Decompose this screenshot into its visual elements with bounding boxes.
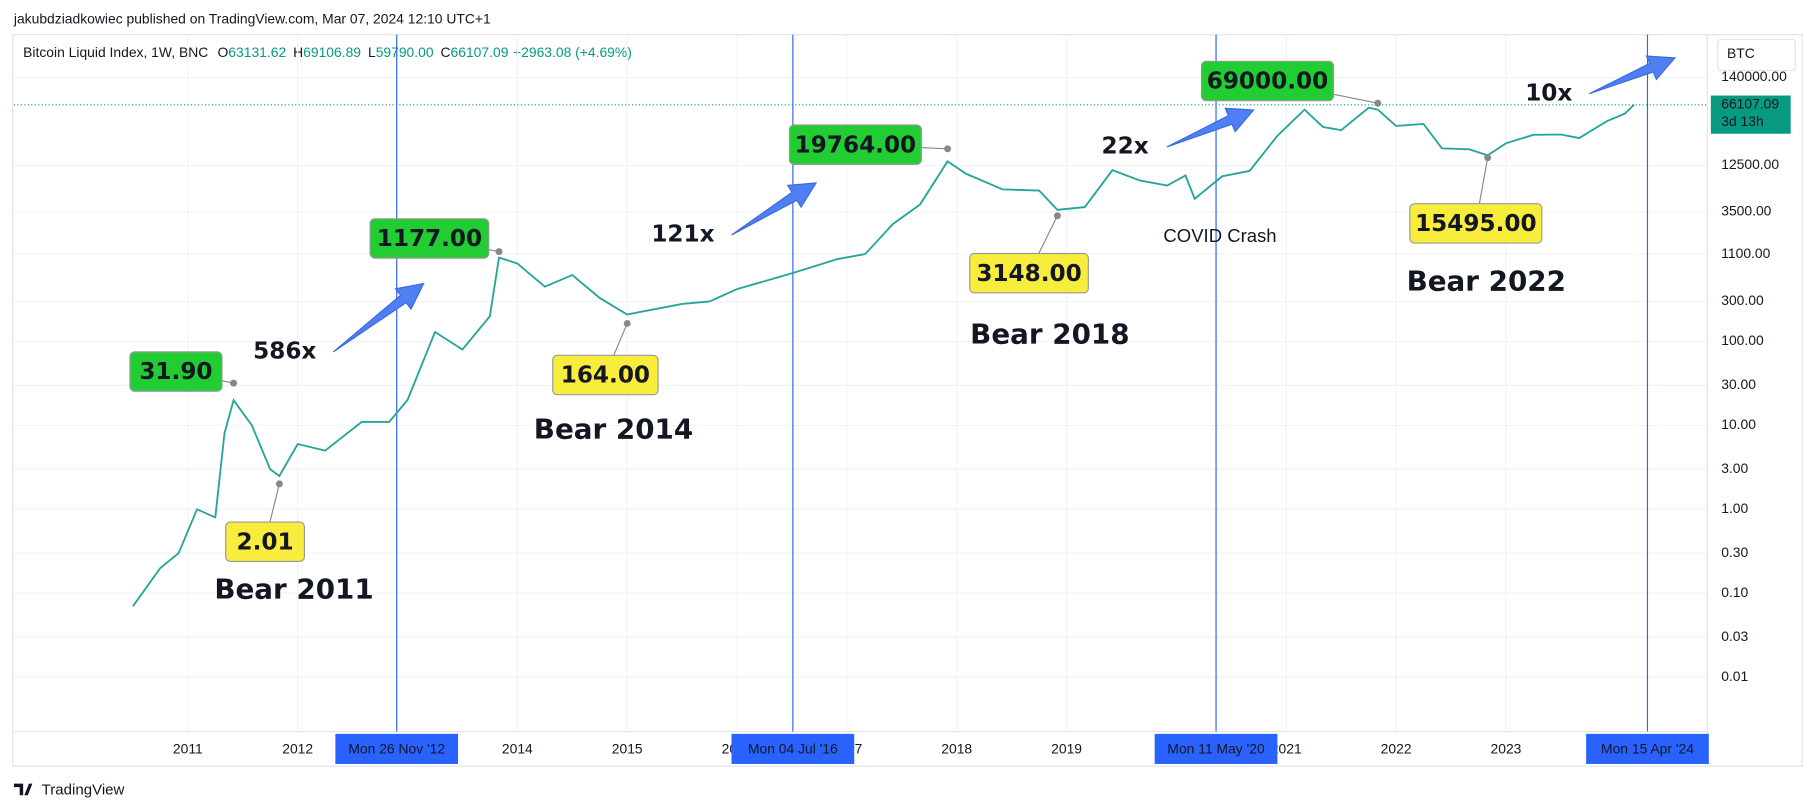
arrow [731, 182, 818, 236]
callout-point [623, 319, 631, 327]
date-label: Mon 11 May '20 [1167, 741, 1265, 757]
callout-box [225, 521, 306, 562]
legend: Bitcoin Liquid Index, 1W, BNCO63131.62H6… [23, 44, 632, 60]
x-tick-label: 2022 [1381, 741, 1412, 757]
y-tick-label: 300.00 [1721, 292, 1764, 308]
y-tick-label: 1100.00 [1721, 245, 1770, 261]
y-tick-label: 10.00 [1721, 416, 1756, 432]
callout-box [369, 218, 490, 259]
callout-label: 1177.00 [377, 226, 482, 252]
last-price-label: 66107.09 [1721, 95, 1779, 111]
arrow [1589, 55, 1677, 95]
date-label: Mon 04 Jul '16 [748, 741, 838, 757]
x-tick-label: 2015 [612, 741, 643, 757]
callout-label: 2.01 [237, 529, 294, 555]
callout-point [230, 379, 238, 387]
callout-label: 164.00 [561, 363, 650, 389]
symbol: BTC [1727, 45, 1755, 61]
callout-point [495, 248, 503, 256]
y-tick-label: 0.03 [1721, 628, 1748, 644]
callout-box [788, 124, 922, 165]
callout-box [1409, 203, 1543, 244]
callout-box [552, 354, 659, 396]
date-label-box [1586, 733, 1709, 764]
ohlc-key: L [368, 44, 376, 60]
callout-label: 19764.00 [795, 132, 917, 158]
callout-label: 3148.00 [976, 261, 1081, 287]
ohlc-value: 63131.62 [228, 44, 286, 60]
callout-box [129, 351, 223, 392]
arrow [1166, 107, 1255, 148]
gain-label: 10x [1525, 80, 1572, 106]
x-tick-label: 2019 [1051, 741, 1082, 757]
x-tick-label: 2011 [173, 741, 203, 757]
callout-box [969, 252, 1089, 294]
bear-caption: Bear 2022 [1407, 264, 1566, 297]
callout-point [1484, 154, 1492, 162]
callout-point [1374, 99, 1382, 107]
date-label-box [335, 733, 459, 764]
bear-caption: Bear 2014 [534, 413, 693, 446]
symbol-button[interactable] [1717, 38, 1796, 72]
gain-label: 121x [651, 221, 714, 247]
callout-point [1053, 212, 1061, 220]
y-tick-label: 12500.00 [1721, 156, 1779, 172]
date-label-box [731, 733, 855, 764]
x-tick-label: 2023 [1491, 741, 1522, 757]
callout-point [944, 145, 952, 153]
x-tick-label: 2014 [502, 741, 533, 757]
countdown: 3d 13h [1721, 113, 1763, 129]
publisher: jakubdziadkowiec published on TradingVie… [13, 10, 491, 26]
callout-label: 15495.00 [1415, 211, 1537, 237]
brand-logo [13, 783, 33, 796]
arrow [332, 282, 425, 353]
note: COVID Crash [1163, 225, 1276, 246]
legend-title: Bitcoin Liquid Index, 1W, BNC [23, 44, 208, 60]
y-tick-label: 1.00 [1721, 500, 1748, 516]
y-tick-label: 0.30 [1721, 544, 1748, 560]
callout-label: 31.90 [139, 359, 212, 385]
x-tick-label: 2021 [1271, 741, 1302, 757]
brand: TradingView [42, 782, 125, 799]
ohlc-value: 59790.00 [376, 44, 434, 60]
price-line [132, 104, 1635, 607]
y-tick-label: 3.00 [1721, 460, 1748, 476]
callout-point [275, 480, 283, 488]
date-label: Mon 15 Apr '24 [1601, 741, 1694, 757]
bear-caption: Bear 2018 [970, 318, 1129, 351]
gain-label: 22x [1102, 134, 1149, 160]
ohlc-value: 69106.89 [303, 44, 361, 60]
ohlc-value: 66107.09 [451, 44, 509, 60]
date-label-box [1154, 733, 1278, 764]
y-tick-label: 0.01 [1721, 668, 1748, 684]
legend-change: +2963.08 (+4.69%) [513, 44, 632, 60]
date-label: Mon 26 Nov '12 [348, 741, 445, 757]
y-tick-label: 30.00 [1721, 376, 1756, 392]
y-tick-label: 0.10 [1721, 584, 1748, 600]
last-price-box [1710, 95, 1791, 134]
ohlc-key: C [441, 44, 451, 60]
y-tick-label: 140000.00 [1721, 68, 1787, 84]
x-tick-label: 2018 [941, 741, 972, 757]
ohlc-key: O [218, 44, 229, 60]
callout-label: 69000.00 [1207, 69, 1329, 95]
y-tick-label: 3500.00 [1721, 203, 1771, 219]
gain-label: 586x [253, 338, 316, 364]
callout-box [1200, 60, 1335, 102]
x-tick-label: 2012 [282, 741, 313, 757]
bear-caption: Bear 2011 [214, 572, 373, 605]
y-tick-label: 100.00 [1721, 332, 1764, 348]
